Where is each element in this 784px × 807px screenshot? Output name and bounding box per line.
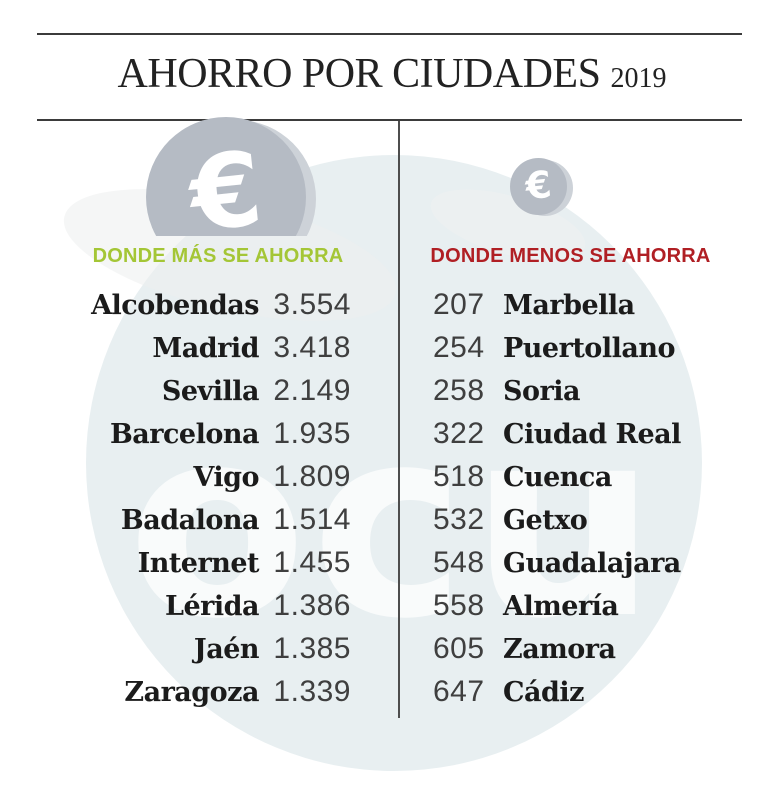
savings-value: 254 bbox=[433, 331, 485, 364]
savings-value: 1.809 bbox=[273, 460, 351, 493]
ocu-logo-watermark: ocu bbox=[127, 371, 661, 676]
savings-row: Vigo 1.809 bbox=[37, 455, 351, 498]
savings-value: 207 bbox=[433, 288, 485, 321]
city-name: Barcelona bbox=[109, 419, 260, 450]
city-name: Internet bbox=[137, 548, 260, 579]
savings-value: 322 bbox=[433, 417, 485, 450]
ocu-watermark-circle: ocu bbox=[86, 155, 702, 771]
savings-row: 322 Ciudad Real bbox=[433, 412, 742, 455]
header-least-savings: DONDE MENOS SE AHORRA bbox=[430, 245, 711, 267]
euro-symbol-icon: € bbox=[184, 129, 268, 236]
savings-row: 548 Guadalajara bbox=[433, 541, 742, 584]
city-name: Badalona bbox=[120, 505, 260, 536]
savings-value: 1.935 bbox=[273, 417, 351, 450]
savings-value: 258 bbox=[433, 374, 485, 407]
top-rule bbox=[37, 33, 742, 35]
city-name: Alcobendas bbox=[91, 290, 259, 321]
savings-row: Madrid 3.418 bbox=[37, 326, 351, 369]
city-name: Cuenca bbox=[503, 462, 612, 493]
header-most-savings: DONDE MÁS SE AHORRA bbox=[92, 245, 344, 267]
savings-value: 518 bbox=[433, 460, 485, 493]
savings-value: 1.385 bbox=[273, 632, 351, 665]
city-name: Lérida bbox=[164, 591, 260, 622]
city-name: Marbella bbox=[503, 290, 635, 321]
savings-value: 3.554 bbox=[273, 288, 351, 321]
savings-value: 605 bbox=[433, 632, 485, 665]
savings-row: 518 Cuenca bbox=[433, 455, 742, 498]
column-divider bbox=[398, 121, 400, 718]
title-bottom-rule bbox=[37, 119, 742, 121]
city-name: Sevilla bbox=[161, 376, 260, 407]
savings-row: 254 Puertollano bbox=[433, 326, 742, 369]
city-name: Puertollano bbox=[503, 333, 675, 364]
least-savings-list: 207 Marbella 254 Puertollano 258 Soria 3… bbox=[433, 283, 742, 713]
savings-row: 532 Getxo bbox=[433, 498, 742, 541]
euro-coin-icon-small: € bbox=[508, 158, 582, 217]
city-name: Cádiz bbox=[503, 677, 584, 708]
savings-row: Barcelona 1.935 bbox=[37, 412, 351, 455]
savings-row: 207 Marbella bbox=[433, 283, 742, 326]
title-year: 2019 bbox=[610, 63, 667, 94]
savings-value: 548 bbox=[433, 546, 485, 579]
city-name: Jaén bbox=[193, 634, 260, 665]
euro-symbol-icon: € bbox=[523, 162, 554, 209]
savings-row: Alcobendas 3.554 bbox=[37, 283, 351, 326]
page-title: AHORRO POR CIUDADES 2019 bbox=[0, 50, 784, 98]
savings-value: 2.149 bbox=[273, 374, 351, 407]
title-text: AHORRO POR CIUDADES bbox=[117, 51, 601, 97]
savings-value: 1.339 bbox=[273, 675, 351, 708]
savings-row: Sevilla 2.149 bbox=[37, 369, 351, 412]
city-name: Ciudad Real bbox=[503, 419, 681, 450]
city-name: Zamora bbox=[503, 634, 616, 665]
city-name: Soria bbox=[503, 376, 580, 407]
savings-row: Jaén 1.385 bbox=[37, 627, 351, 670]
savings-row: Badalona 1.514 bbox=[37, 498, 351, 541]
euro-coin-icon-large: € bbox=[146, 117, 318, 236]
coin-face bbox=[510, 158, 567, 215]
savings-row: Internet 1.455 bbox=[37, 541, 351, 584]
city-name: Madrid bbox=[152, 333, 259, 364]
savings-value: 1.514 bbox=[273, 503, 351, 536]
city-name: Zaragoza bbox=[124, 677, 259, 708]
savings-row: 647 Cádiz bbox=[433, 670, 742, 713]
savings-row: Zaragoza 1.339 bbox=[37, 670, 351, 713]
savings-row: 558 Almería bbox=[433, 584, 742, 627]
city-name: Almería bbox=[503, 591, 619, 622]
savings-row: 258 Soria bbox=[433, 369, 742, 412]
city-name: Getxo bbox=[503, 505, 588, 536]
savings-value: 558 bbox=[433, 589, 485, 622]
city-name: Guadalajara bbox=[503, 548, 681, 579]
city-name: Vigo bbox=[193, 462, 259, 493]
savings-value: 1.386 bbox=[273, 589, 351, 622]
savings-row: 605 Zamora bbox=[433, 627, 742, 670]
savings-value: 647 bbox=[433, 675, 485, 708]
savings-value: 532 bbox=[433, 503, 485, 536]
coin-face bbox=[146, 117, 306, 236]
most-savings-list: Alcobendas 3.554 Madrid 3.418 Sevilla 2.… bbox=[37, 283, 351, 713]
savings-value: 1.455 bbox=[273, 546, 351, 579]
savings-value: 3.418 bbox=[273, 331, 351, 364]
savings-row: Lérida 1.386 bbox=[37, 584, 351, 627]
